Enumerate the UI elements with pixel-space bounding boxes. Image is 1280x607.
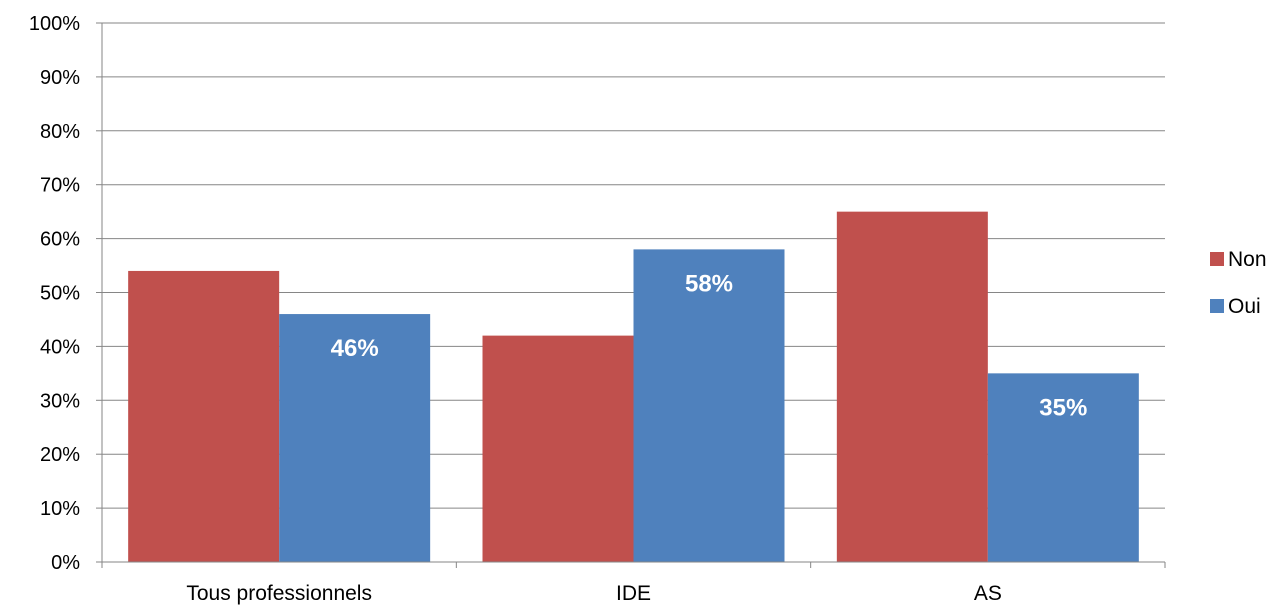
y-tick-label: 0% [51,552,80,574]
y-tick-label: 80% [40,121,80,143]
bars [128,211,1139,562]
y-tick-label: 60% [40,229,80,251]
legend-label-non: Non [1228,248,1267,271]
x-axis-categories: Tous professionnels IDE AS [186,582,1001,605]
y-tick-label: 90% [40,67,80,89]
x-category-label: Tous professionnels [186,582,372,605]
data-label: 35% [1039,394,1087,421]
bar-non-0 [128,270,280,562]
bar-non-2 [836,211,988,562]
y-tick-label: 50% [40,283,80,305]
data-label: 58% [685,270,733,297]
legend-label-oui: Oui [1228,295,1261,318]
legend-swatch-non [1210,252,1224,266]
y-axis-ticks: 0% 10% 20% 30% 40% 50% 60% 70% 80% 90% 100% [29,13,102,574]
data-label: 46% [331,335,379,362]
y-tick-label: 20% [40,444,80,466]
bar-oui-2 [987,373,1139,562]
y-tick-label: 30% [40,390,80,412]
x-category-label: AS [974,582,1002,605]
legend-swatch-oui [1210,299,1224,313]
data-labels: 46% 58% 35% [331,270,1088,421]
bar-non-1 [482,335,634,562]
axes [101,23,1166,568]
y-tick-label: 10% [40,498,80,520]
bar-oui-1 [633,249,785,562]
x-category-label: IDE [616,582,651,605]
bar-oui-0 [279,314,431,562]
y-tick-label: 40% [40,336,80,358]
y-tick-label: 70% [40,175,80,197]
legend: Non Oui [1210,248,1267,318]
y-tick-label: 100% [29,13,80,35]
